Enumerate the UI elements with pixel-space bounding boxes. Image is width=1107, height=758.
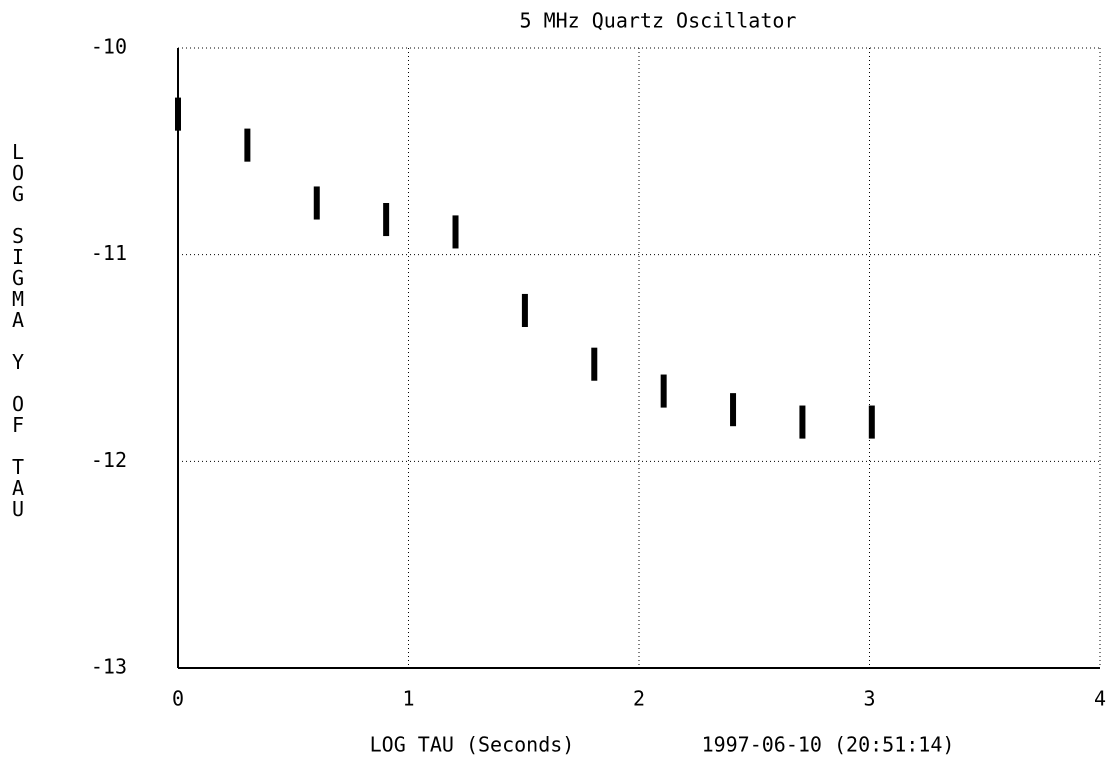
error-bar: [868, 405, 875, 439]
y-tick-label: -13: [91, 655, 127, 679]
x-axis-label: LOG TAU (Seconds): [370, 733, 575, 757]
y-tick-label: -11: [91, 241, 127, 265]
x-tick-label: 0: [172, 687, 184, 711]
error-bar: [175, 97, 181, 131]
y-axis-label: LOG SIGMA Y OF TAU: [6, 140, 30, 518]
error-bar: [244, 128, 251, 162]
error-bar: [521, 293, 528, 327]
error-bar: [313, 186, 320, 220]
error-bar: [591, 347, 598, 381]
error-bar: [730, 393, 737, 427]
error-bar: [452, 215, 459, 249]
chart-title: 5 MHz Quartz Oscillator: [520, 9, 797, 33]
date-label: 1997-06-10 (20:51:14): [702, 733, 955, 757]
error-bar: [660, 374, 667, 408]
y-tick-label: -10: [91, 35, 127, 59]
x-tick-label: 3: [863, 687, 875, 711]
error-bar: [799, 405, 806, 439]
x-tick-label: 1: [402, 687, 414, 711]
y-tick-label: -12: [91, 448, 127, 472]
x-tick-label: 2: [633, 687, 645, 711]
error-bar: [383, 203, 390, 237]
x-tick-label: 4: [1094, 687, 1106, 711]
